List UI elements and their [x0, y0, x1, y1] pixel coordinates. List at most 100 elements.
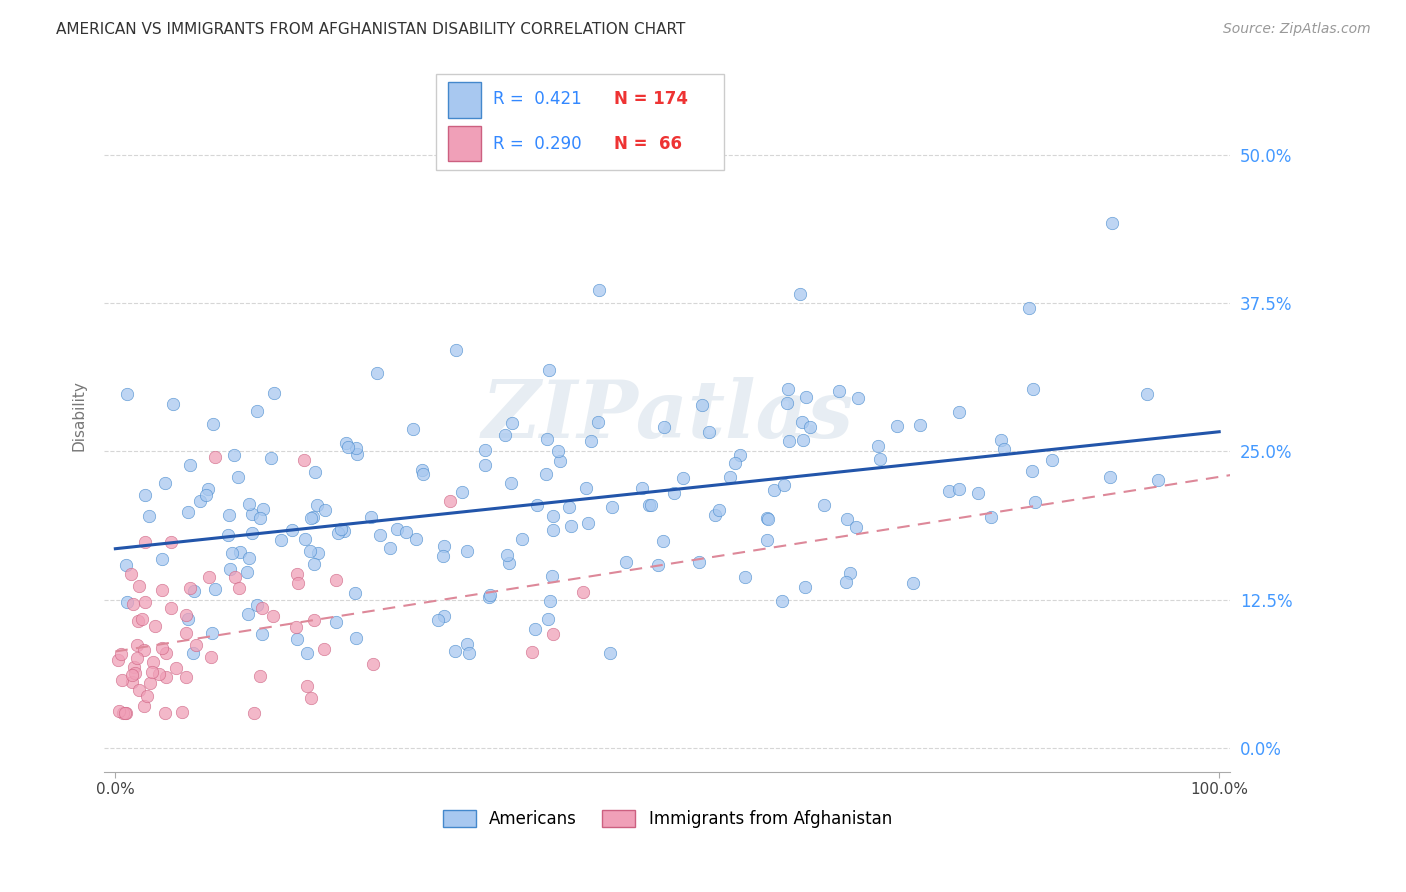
Americans [238, 607, 260, 621]
Americans [707, 503, 730, 517]
Americans [640, 498, 662, 512]
Americans [335, 435, 357, 450]
Immigrants from Afghanistan [541, 626, 564, 640]
Americans [908, 418, 931, 433]
Americans [690, 398, 713, 412]
Americans [776, 396, 799, 410]
Immigrants from Afghanistan [174, 626, 197, 640]
Immigrants from Afghanistan [249, 669, 271, 683]
Legend: Americans, Immigrants from Afghanistan: Americans, Immigrants from Afghanistan [436, 804, 898, 835]
Americans [433, 539, 456, 553]
Americans [938, 483, 960, 498]
Americans [412, 467, 434, 481]
Americans [560, 519, 582, 533]
Americans [346, 447, 368, 461]
Americans [1018, 301, 1040, 315]
Americans [433, 608, 456, 623]
Americans [115, 595, 138, 609]
Americans [547, 443, 569, 458]
Immigrants from Afghanistan [132, 698, 155, 713]
Americans [778, 434, 800, 449]
Americans [479, 588, 502, 602]
Americans [183, 646, 205, 660]
Immigrants from Afghanistan [127, 638, 149, 652]
Americans [228, 470, 250, 484]
Americans [837, 511, 859, 525]
Americans [980, 509, 1002, 524]
Text: R =  0.421: R = 0.421 [492, 90, 582, 108]
Immigrants from Afghanistan [155, 706, 177, 720]
Americans [600, 500, 623, 515]
Americans [360, 509, 382, 524]
Immigrants from Afghanistan [121, 598, 143, 612]
FancyBboxPatch shape [436, 74, 724, 170]
Americans [204, 582, 226, 596]
Americans [637, 498, 659, 512]
Americans [614, 555, 637, 569]
Americans [792, 416, 814, 430]
Americans [221, 546, 243, 560]
Text: N = 174: N = 174 [614, 90, 689, 108]
Americans [541, 509, 564, 524]
Americans [838, 566, 860, 580]
Americans [688, 555, 710, 569]
Americans [793, 580, 815, 594]
Americans [337, 440, 360, 454]
Americans [576, 516, 599, 531]
Americans [344, 632, 367, 646]
Americans [763, 483, 786, 497]
Immigrants from Afghanistan [155, 670, 177, 684]
Americans [538, 363, 561, 377]
Americans [195, 488, 218, 502]
Americans [495, 548, 517, 562]
Americans [307, 545, 329, 559]
Americans [218, 561, 240, 575]
Americans [177, 612, 200, 626]
Americans [903, 576, 925, 591]
Americans [183, 584, 205, 599]
Americans [835, 574, 858, 589]
Americans [177, 505, 200, 519]
Americans [450, 485, 472, 500]
Immigrants from Afghanistan [520, 645, 543, 659]
Immigrants from Afghanistan [128, 579, 150, 593]
Americans [474, 458, 496, 472]
Americans [456, 637, 478, 651]
Americans [263, 385, 285, 400]
Americans [993, 442, 1015, 456]
Americans [297, 646, 319, 660]
Immigrants from Afghanistan [127, 614, 149, 628]
Americans [387, 522, 409, 536]
Immigrants from Afghanistan [224, 570, 246, 584]
Immigrants from Afghanistan [285, 620, 308, 634]
Americans [756, 512, 779, 526]
Americans [1099, 470, 1122, 484]
Americans [229, 545, 252, 559]
Immigrants from Afghanistan [107, 705, 129, 719]
Americans [235, 566, 257, 580]
Americans [287, 632, 309, 646]
Americans [498, 557, 520, 571]
Americans [869, 452, 891, 467]
Americans [299, 544, 322, 558]
Americans [948, 483, 970, 497]
Americans [444, 343, 467, 357]
Americans [405, 533, 427, 547]
Americans [474, 443, 496, 458]
Americans [755, 533, 778, 547]
Immigrants from Afghanistan [262, 608, 284, 623]
Americans [432, 549, 454, 563]
Immigrants from Afghanistan [121, 668, 143, 682]
Americans [246, 404, 269, 418]
Americans [426, 613, 449, 627]
Immigrants from Afghanistan [159, 535, 181, 549]
Immigrants from Afghanistan [170, 705, 193, 719]
Americans [540, 594, 562, 608]
Americans [772, 478, 794, 492]
Immigrants from Afghanistan [134, 595, 156, 609]
Americans [344, 441, 367, 455]
Americans [1040, 453, 1063, 467]
Americans [238, 498, 260, 512]
Americans [734, 570, 756, 584]
Americans [217, 527, 239, 541]
